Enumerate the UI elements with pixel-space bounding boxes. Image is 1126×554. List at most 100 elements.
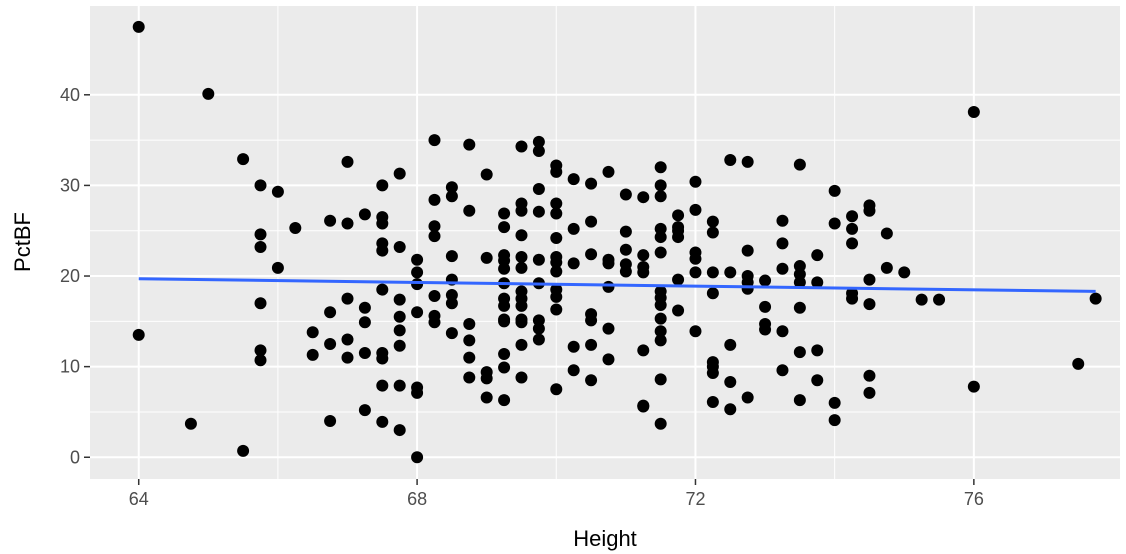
data-point <box>706 226 719 239</box>
data-point <box>654 179 667 192</box>
data-point <box>550 265 563 278</box>
data-point <box>324 214 337 227</box>
data-point <box>567 222 580 235</box>
data-point <box>376 415 389 428</box>
data-point <box>480 168 493 181</box>
data-point <box>811 276 824 289</box>
data-point <box>515 316 528 329</box>
data-point <box>254 228 267 241</box>
data-point <box>393 241 406 254</box>
data-point <box>759 323 772 336</box>
data-point <box>706 366 719 379</box>
data-point <box>480 372 493 385</box>
data-point <box>776 364 789 377</box>
data-point <box>654 312 667 325</box>
x-tick-label: 72 <box>685 489 705 509</box>
y-tick-label: 20 <box>60 266 80 286</box>
data-point <box>463 204 476 217</box>
data-point <box>654 373 667 386</box>
data-point <box>550 290 563 303</box>
data-point <box>811 344 824 357</box>
data-point <box>741 155 754 168</box>
data-point <box>324 337 337 350</box>
data-point <box>880 261 893 274</box>
data-point <box>376 352 389 365</box>
y-tick-label: 30 <box>60 175 80 195</box>
data-point <box>358 404 371 417</box>
data-point <box>550 303 563 316</box>
data-point <box>428 289 441 302</box>
data-point <box>637 266 650 279</box>
y-tick-label: 40 <box>60 85 80 105</box>
data-point <box>550 207 563 220</box>
data-point <box>880 227 893 240</box>
data-point <box>376 244 389 257</box>
data-point <box>828 414 841 427</box>
data-point <box>637 249 650 262</box>
data-point <box>933 293 946 306</box>
data-point <box>672 273 685 286</box>
data-point <box>324 415 337 428</box>
data-point <box>863 273 876 286</box>
data-point <box>498 315 511 328</box>
data-point <box>637 191 650 204</box>
data-point <box>602 257 615 270</box>
data-point <box>428 316 441 329</box>
x-axis: 64 68 72 76 <box>129 479 984 509</box>
data-point <box>428 193 441 206</box>
data-point <box>689 266 702 279</box>
data-point <box>793 346 806 359</box>
data-point <box>706 266 719 279</box>
data-point <box>585 374 598 387</box>
data-point <box>706 395 719 408</box>
data-point <box>411 278 424 291</box>
data-point <box>654 334 667 347</box>
data-point <box>585 314 598 327</box>
data-point <box>515 229 528 242</box>
data-point <box>411 306 424 319</box>
data-point <box>393 310 406 323</box>
data-point <box>498 207 511 220</box>
data-point <box>445 190 458 203</box>
plot-panel <box>90 6 1120 479</box>
data-point <box>532 183 545 196</box>
y-tick-label: 10 <box>60 357 80 377</box>
data-point <box>515 371 528 384</box>
data-point <box>967 380 980 393</box>
y-axis: 0 10 20 30 40 <box>60 85 90 467</box>
data-point <box>619 188 632 201</box>
data-point <box>463 351 476 364</box>
data-point <box>428 230 441 243</box>
data-point <box>619 243 632 256</box>
data-point <box>341 351 354 364</box>
data-point <box>237 153 250 166</box>
data-point <box>202 87 215 100</box>
data-point <box>498 299 511 312</box>
y-axis-title: PctBF <box>10 212 35 272</box>
data-point <box>724 154 737 167</box>
data-point <box>254 179 267 192</box>
data-point <box>480 251 493 264</box>
data-point <box>463 371 476 384</box>
data-point <box>863 298 876 311</box>
data-point <box>741 391 754 404</box>
data-point <box>532 205 545 218</box>
x-axis-title: Height <box>573 526 637 551</box>
data-point <box>672 304 685 317</box>
data-point <box>602 280 615 293</box>
data-point <box>376 179 389 192</box>
data-point <box>376 283 389 296</box>
data-point <box>411 266 424 279</box>
data-point <box>445 181 458 194</box>
data-point <box>515 140 528 153</box>
data-point <box>689 325 702 338</box>
data-point <box>376 379 389 392</box>
data-point <box>689 175 702 188</box>
data-point <box>706 215 719 228</box>
data-point <box>411 451 424 464</box>
data-point <box>724 266 737 279</box>
data-point <box>654 246 667 259</box>
data-point <box>498 394 511 407</box>
data-point <box>428 134 441 147</box>
